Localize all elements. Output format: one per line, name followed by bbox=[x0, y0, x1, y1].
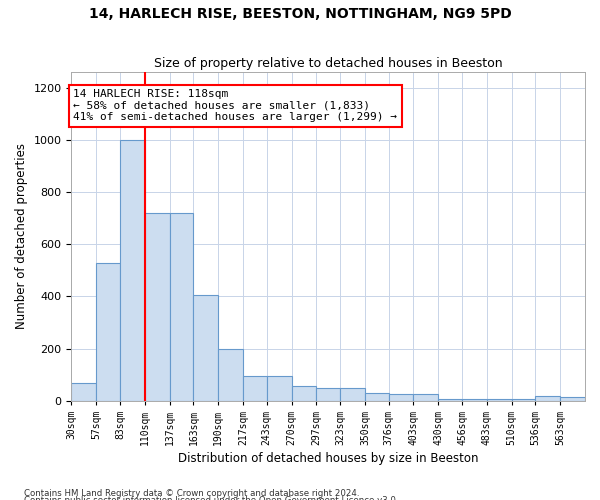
Title: Size of property relative to detached houses in Beeston: Size of property relative to detached ho… bbox=[154, 56, 503, 70]
Bar bbox=[170, 213, 193, 401]
Bar bbox=[292, 386, 316, 401]
Bar bbox=[267, 376, 292, 401]
Bar bbox=[120, 140, 145, 401]
Bar bbox=[413, 394, 438, 401]
X-axis label: Distribution of detached houses by size in Beeston: Distribution of detached houses by size … bbox=[178, 452, 478, 465]
Text: Contains public sector information licensed under the Open Government Licence v3: Contains public sector information licen… bbox=[24, 496, 398, 500]
Text: 14 HARLECH RISE: 118sqm
← 58% of detached houses are smaller (1,833)
41% of semi: 14 HARLECH RISE: 118sqm ← 58% of detache… bbox=[73, 89, 397, 122]
Bar bbox=[512, 400, 535, 401]
Bar bbox=[535, 396, 560, 401]
Bar bbox=[193, 295, 218, 401]
Bar bbox=[145, 213, 170, 401]
Bar bbox=[365, 393, 389, 401]
Bar bbox=[316, 388, 340, 401]
Bar bbox=[487, 400, 512, 401]
Text: Contains HM Land Registry data © Crown copyright and database right 2024.: Contains HM Land Registry data © Crown c… bbox=[24, 488, 359, 498]
Bar bbox=[438, 400, 462, 401]
Bar bbox=[218, 348, 243, 401]
Bar bbox=[340, 388, 365, 401]
Y-axis label: Number of detached properties: Number of detached properties bbox=[15, 144, 28, 330]
Text: 14, HARLECH RISE, BEESTON, NOTTINGHAM, NG9 5PD: 14, HARLECH RISE, BEESTON, NOTTINGHAM, N… bbox=[89, 8, 511, 22]
Bar bbox=[560, 397, 585, 401]
Bar bbox=[96, 262, 120, 401]
Bar bbox=[462, 400, 487, 401]
Bar bbox=[243, 376, 267, 401]
Bar bbox=[389, 394, 413, 401]
Bar bbox=[71, 382, 96, 401]
